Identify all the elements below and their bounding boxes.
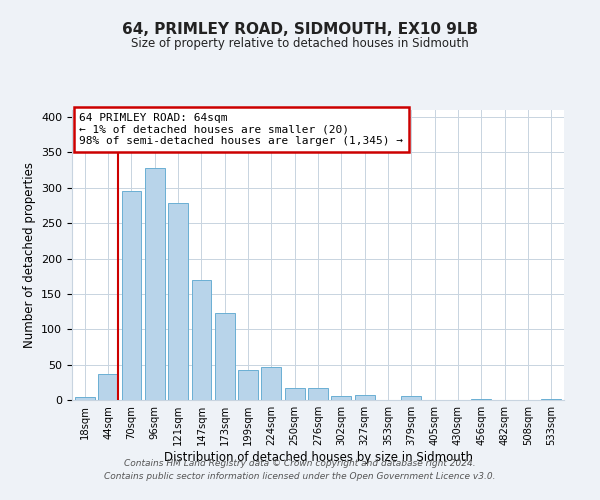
- Bar: [191, 280, 211, 400]
- Y-axis label: Number of detached properties: Number of detached properties: [23, 162, 35, 348]
- Bar: [285, 388, 305, 400]
- Bar: [215, 313, 235, 400]
- Text: 64, PRIMLEY ROAD, SIDMOUTH, EX10 9LB: 64, PRIMLEY ROAD, SIDMOUTH, EX10 9LB: [122, 22, 478, 38]
- Text: Contains public sector information licensed under the Open Government Licence v3: Contains public sector information licen…: [104, 472, 496, 481]
- Bar: [541, 398, 561, 400]
- Bar: [331, 396, 351, 400]
- Bar: [262, 368, 281, 400]
- Bar: [145, 168, 164, 400]
- X-axis label: Distribution of detached houses by size in Sidmouth: Distribution of detached houses by size …: [163, 451, 473, 464]
- Bar: [308, 388, 328, 400]
- Bar: [355, 395, 374, 400]
- Bar: [472, 398, 491, 400]
- Text: Size of property relative to detached houses in Sidmouth: Size of property relative to detached ho…: [131, 38, 469, 51]
- Bar: [168, 202, 188, 400]
- Bar: [75, 397, 95, 400]
- Bar: [401, 396, 421, 400]
- Bar: [98, 374, 118, 400]
- Text: 64 PRIMLEY ROAD: 64sqm
← 1% of detached houses are smaller (20)
98% of semi-deta: 64 PRIMLEY ROAD: 64sqm ← 1% of detached …: [79, 113, 403, 146]
- Bar: [122, 192, 142, 400]
- Text: Contains HM Land Registry data © Crown copyright and database right 2024.: Contains HM Land Registry data © Crown c…: [124, 458, 476, 468]
- Bar: [238, 370, 258, 400]
